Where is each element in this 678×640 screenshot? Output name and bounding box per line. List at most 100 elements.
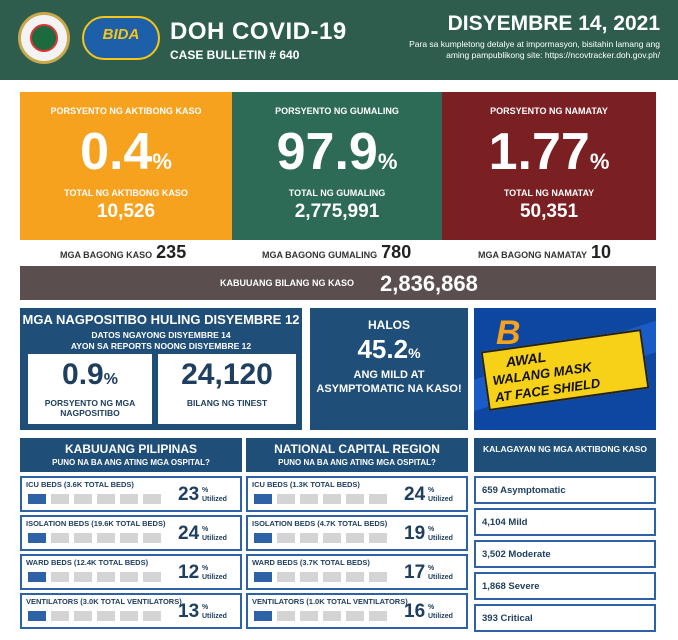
utilization-segment — [97, 494, 115, 504]
utilization-segment — [74, 611, 92, 621]
utilization-value: 16 — [404, 601, 426, 622]
tested-count: 24,120 — [181, 358, 273, 391]
utilization-segment — [300, 494, 318, 504]
severity-item: 3,502 Moderate — [474, 540, 656, 568]
utilization-unit: % Utilized — [428, 564, 453, 582]
utilization-suffix: Utilized — [202, 496, 227, 503]
utilization-segment — [51, 611, 69, 621]
utilization-segment — [74, 533, 92, 543]
utilization-segment — [120, 494, 138, 504]
positivity-rate-unit: % — [103, 371, 118, 388]
hospital-row-label: WARD BEDS (12.4K TOTAL BEDS) — [26, 558, 149, 567]
recovered-pct-value: 97.9% — [232, 122, 442, 192]
halos-pct-number: 45.2 — [357, 334, 409, 364]
utilization-segment — [28, 611, 46, 621]
positivity-title: MGA NAGPOSITIBO HULING DISYEMBRE 12 — [22, 312, 300, 327]
hospital-ph-title: KABUUANG PILIPINAS — [64, 442, 197, 456]
utilization-bars — [28, 492, 168, 506]
deaths-stat: PORSYENTO NG NAMATAY 1.77% TOTAL NG NAMA… — [442, 92, 656, 240]
total-cases-label: KABUUANG BILANG NG KASO — [220, 278, 354, 288]
bulletin-title: DOH COVID-19 — [170, 18, 347, 45]
utilization-unit: % Utilized — [202, 486, 227, 504]
new-cases-value: 235 — [156, 242, 187, 262]
utilization-segment — [28, 572, 46, 582]
deaths-pct-value: 1.77% — [442, 122, 656, 192]
active-pct-number: 0.4 — [80, 123, 153, 181]
deaths-total-label: TOTAL NG NAMATAY — [503, 188, 595, 198]
utilization-segment — [97, 572, 115, 582]
hospital-ph-subtitle: PUNO NA BA ANG ATING MGA OSPITAL? — [52, 458, 210, 467]
hospital-row: WARD BEDS (12.4K TOTAL BEDS) 12 % Utilize… — [20, 554, 242, 590]
hospital-row: WARD BEDS (3.7K TOTAL BEDS) 17 % Utilized — [246, 554, 468, 590]
hospital-row-label: VENTILATORS (3.0K TOTAL VENTILATORS) — [26, 597, 182, 606]
utilization-pct: % — [202, 565, 209, 572]
tested-label: BILANG NG TINEST — [186, 398, 268, 408]
new-deaths: MGA BAGONG NAMATAY 10 — [478, 242, 611, 264]
utilization-segment — [143, 611, 161, 621]
utilization-segment — [254, 533, 272, 543]
utilization-pct: % — [428, 565, 435, 572]
utilization-segment — [369, 572, 387, 582]
utilization-bars — [28, 570, 168, 584]
utilization-suffix: Utilized — [202, 613, 227, 620]
hospital-row: ISOLATION BEDS (4.7K TOTAL BEDS) 19 % Uti… — [246, 515, 468, 551]
utilization-segment — [120, 611, 138, 621]
bulletin-date: DISYEMBRE 14, 2021 — [447, 12, 660, 35]
utilization-pct: % — [428, 487, 435, 494]
utilization-value: 24 — [404, 484, 426, 505]
utilization-segment — [277, 611, 295, 621]
utilization-suffix: Utilized — [428, 613, 453, 620]
utilization-segment — [74, 494, 92, 504]
utilization-segment — [300, 611, 318, 621]
utilization-segment — [323, 533, 341, 543]
severity-item: 4,104 Mild — [474, 508, 656, 536]
utilization-suffix: Utilized — [202, 574, 227, 581]
utilization-segment — [277, 494, 295, 504]
severity-item: 1,868 Severe — [474, 572, 656, 600]
utilization-segment — [300, 572, 318, 582]
utilization-value: 24 — [178, 523, 200, 544]
utilization-bars — [254, 609, 394, 623]
utilization-segment — [323, 572, 341, 582]
hospital-panel-ncr: NATIONAL CAPITAL REGION PUNO NA BA ANG A… — [246, 438, 468, 638]
utilization-segment — [143, 533, 161, 543]
hospital-panel-philippines: KABUUANG PILIPINAS PUNO NA BA ANG ATING … — [20, 438, 242, 638]
bulletin-number: CASE BULLETIN # 640 — [170, 48, 300, 62]
deaths-total-value: 50,351 — [519, 201, 579, 222]
hospital-row: VENTILATORS (3.0K TOTAL VENTILATORS) 13 … — [20, 593, 242, 629]
utilization-segment — [369, 533, 387, 543]
utilization-suffix: Utilized — [428, 574, 453, 581]
halos-pct: 45.2% — [310, 334, 468, 365]
new-deaths-label: MGA BAGONG NAMATAY — [478, 250, 587, 260]
utilization-segment — [323, 611, 341, 621]
new-deaths-value: 10 — [591, 242, 612, 262]
utilization-suffix: Utilized — [202, 535, 227, 542]
banner-big-b: B — [496, 314, 521, 352]
positivity-rate-number: 0.9 — [62, 358, 104, 391]
utilization-segment — [346, 611, 364, 621]
utilization-segment — [97, 611, 115, 621]
hospital-row-label: WARD BEDS (3.7K TOTAL BEDS) — [252, 558, 370, 567]
utilization-segment — [120, 572, 138, 582]
severity-item: 393 Critical — [474, 604, 656, 632]
positivity-rate: 0.9% — [28, 358, 152, 392]
utilization-unit: % Utilized — [428, 525, 453, 543]
utilization-value: 23 — [178, 484, 200, 505]
utilization-segment — [74, 572, 92, 582]
utilization-unit: % Utilized — [202, 525, 227, 543]
utilization-bars — [28, 609, 168, 623]
bida-logo: BIDA — [82, 16, 160, 60]
recovered-pct-label: PORSYENTO NG GUMALING — [275, 106, 399, 116]
utilization-segment — [346, 494, 364, 504]
hospital-row-label: ISOLATION BEDS (4.7K TOTAL BEDS) — [252, 519, 388, 528]
hospital-ph-header: KABUUANG PILIPINAS PUNO NA BA ANG ATING … — [20, 438, 242, 472]
deaths-pct-number: 1.77 — [488, 123, 590, 181]
utilization-segment — [369, 611, 387, 621]
utilization-pct: % — [202, 526, 209, 533]
utilization-unit: % Utilized — [428, 603, 453, 621]
utilization-segment — [143, 572, 161, 582]
utilization-segment — [143, 494, 161, 504]
hospital-row: VENTILATORS (1.0K TOTAL VENTILATORS) 16 … — [246, 593, 468, 629]
deaths-pct-unit: % — [589, 149, 610, 174]
active-cases-severity-panel: KALAGAYAN NG MGA AKTIBONG KASO 659 Asymp… — [474, 438, 656, 638]
